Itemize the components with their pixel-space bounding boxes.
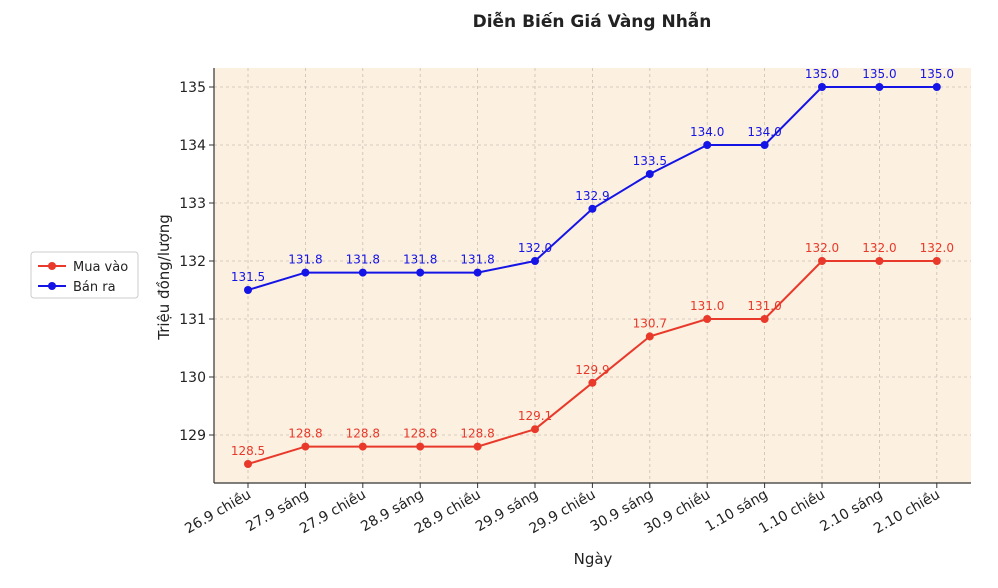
data-label: 130.7 [633, 316, 667, 330]
legend-label: Bán ra [73, 280, 116, 295]
data-point [645, 332, 654, 341]
data-label: 131.0 [690, 299, 724, 313]
series-layer: 128.5 128.8 128.8 128.8 128.8 129.1 129.9 130.7… [231, 67, 954, 468]
y-axis-label: Triệu đồng/lượng [155, 214, 173, 340]
x-tick-label: 27.9 chiều [297, 486, 369, 538]
data-point [588, 378, 597, 387]
data-point [932, 83, 941, 91]
data-point [760, 315, 769, 323]
legend: Mua vào Bán ra [30, 251, 139, 299]
data-point [416, 268, 425, 277]
data-point [875, 83, 884, 91]
data-point [703, 315, 712, 323]
x-tick-label: 28.9 chiều [411, 486, 483, 538]
y-tick-label: 131 [179, 312, 206, 328]
data-point [760, 141, 769, 149]
data-point [932, 257, 941, 265]
x-tick-label: 26.9 chiều [182, 486, 254, 538]
x-tick-label: 29.9 chiều [526, 486, 598, 538]
x-tick-label: 1.10 chiều [756, 486, 828, 538]
data-label: 132.0 [920, 241, 954, 255]
data-point [875, 257, 884, 265]
data-point [818, 257, 826, 265]
data-point [358, 442, 367, 451]
data-point [818, 83, 826, 91]
data-label: 133.5 [633, 154, 667, 168]
y-tick-label: 135 [179, 80, 206, 96]
data-label: 131.5 [231, 270, 265, 284]
data-label: 131.0 [747, 299, 781, 313]
x-tick-label: 30.9 chiều [641, 486, 713, 538]
data-point [645, 170, 654, 178]
data-label: 129.9 [575, 363, 609, 377]
data-point [703, 141, 712, 149]
plot-area [214, 68, 971, 483]
data-point [416, 442, 425, 451]
x-tick-label: 2.10 chiều [871, 486, 943, 538]
legend-marker [48, 262, 56, 270]
data-label: 128.8 [460, 427, 494, 441]
data-point [531, 425, 539, 434]
y-tick-label: 134 [179, 138, 206, 154]
data-point [473, 268, 482, 277]
data-point [244, 460, 252, 468]
data-label: 135.0 [805, 67, 839, 81]
data-label: 135.0 [920, 67, 954, 81]
legend-marker [48, 282, 56, 290]
chart-title: Diễn Biến Giá Vàng Nhẫn [473, 10, 712, 32]
data-label: 131.8 [346, 253, 380, 267]
y-tick-label: 129 [179, 428, 206, 444]
x-axis-label: Ngày [574, 550, 613, 568]
data-label: 132.0 [805, 241, 839, 255]
data-label: 131.8 [403, 253, 437, 267]
data-label: 132.0 [862, 241, 896, 255]
data-point [301, 442, 310, 451]
data-point [531, 257, 539, 265]
data-label: 131.8 [460, 253, 494, 267]
data-point [301, 268, 310, 277]
data-label: 128.5 [231, 444, 265, 458]
data-label: 129.1 [518, 409, 552, 423]
data-label: 132.9 [575, 189, 609, 203]
data-label: 132.0 [518, 241, 552, 255]
data-label: 128.8 [346, 427, 380, 441]
legend-label: Mua vào [73, 260, 128, 275]
data-label: 131.8 [288, 253, 322, 267]
data-point [473, 442, 482, 451]
y-tick-label: 132 [179, 254, 206, 270]
y-tick-label: 133 [179, 196, 206, 212]
data-label: 134.0 [690, 125, 724, 139]
data-label: 128.8 [403, 427, 437, 441]
data-point [244, 286, 252, 294]
data-label: 135.0 [862, 67, 896, 81]
data-label: 128.8 [288, 427, 322, 441]
y-tick-label: 130 [179, 370, 206, 386]
data-label: 134.0 [747, 125, 781, 139]
data-point [358, 268, 367, 277]
data-point [588, 204, 597, 213]
